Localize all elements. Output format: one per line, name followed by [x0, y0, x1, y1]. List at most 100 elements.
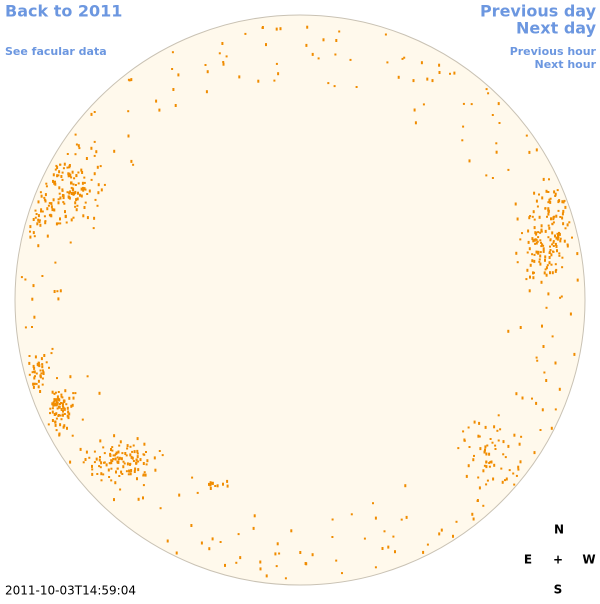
facula	[72, 392, 75, 395]
facula	[64, 389, 67, 393]
facula	[59, 196, 62, 200]
facula	[548, 256, 551, 259]
facula	[32, 364, 35, 368]
facula	[123, 462, 126, 465]
facula	[74, 153, 77, 156]
facula	[349, 58, 352, 61]
facula	[533, 226, 536, 230]
facula	[278, 552, 281, 555]
facula	[93, 450, 96, 453]
facula	[573, 352, 576, 356]
facula	[130, 455, 133, 459]
facula	[45, 361, 48, 364]
facula	[145, 463, 148, 466]
facula	[34, 209, 37, 212]
facula	[80, 168, 83, 172]
facula	[542, 247, 545, 251]
facula	[519, 238, 522, 241]
facula	[535, 148, 538, 152]
facula	[54, 261, 57, 264]
facular-link[interactable]: See facular data	[5, 45, 107, 58]
facula	[44, 199, 47, 203]
facula	[166, 539, 169, 543]
facula	[557, 236, 560, 239]
facula	[133, 470, 136, 473]
next-hour-link[interactable]: Next hour	[535, 58, 597, 71]
facula	[541, 408, 544, 412]
facula	[63, 413, 66, 415]
facula	[65, 221, 68, 224]
facula	[52, 173, 55, 177]
facula	[54, 403, 56, 407]
facula	[139, 458, 142, 462]
facula	[547, 236, 550, 239]
previous-day-link[interactable]: Previous day	[480, 2, 597, 21]
facula	[331, 536, 334, 538]
back-link[interactable]: Back to 2011	[5, 2, 122, 21]
facula	[48, 214, 51, 217]
facula	[119, 488, 122, 491]
facula	[498, 122, 501, 124]
facula	[57, 405, 60, 409]
facula	[77, 171, 80, 174]
next-day-link[interactable]: Next day	[516, 19, 597, 38]
facula	[127, 110, 130, 113]
facula	[205, 90, 208, 94]
facula	[196, 491, 199, 494]
previous-hour-link[interactable]: Previous hour	[510, 45, 597, 58]
facula	[72, 188, 75, 192]
facula	[32, 231, 35, 235]
facula	[438, 63, 441, 67]
facula	[209, 481, 212, 485]
facula	[28, 373, 31, 376]
facula	[265, 43, 267, 47]
facula	[564, 227, 567, 230]
facula	[100, 479, 103, 482]
facula	[221, 42, 224, 45]
facula	[529, 275, 531, 279]
facula	[306, 25, 309, 29]
facula	[225, 55, 228, 58]
facula	[335, 39, 338, 42]
facula	[84, 458, 87, 461]
facula	[549, 200, 552, 204]
facula	[35, 382, 38, 385]
facula	[265, 574, 268, 578]
facula	[175, 551, 178, 555]
facula	[31, 297, 34, 301]
facula	[333, 85, 336, 88]
facula	[374, 516, 377, 520]
facula	[462, 102, 465, 105]
facula	[99, 439, 102, 443]
facula	[37, 214, 40, 218]
facula	[508, 469, 511, 472]
facula	[55, 164, 58, 167]
facula	[493, 425, 496, 429]
facula	[557, 209, 560, 212]
facula	[66, 166, 69, 169]
facula	[74, 201, 77, 205]
facula	[55, 222, 58, 226]
facula	[535, 232, 538, 236]
facula	[39, 369, 42, 372]
facula	[54, 182, 57, 186]
facula	[37, 244, 40, 248]
facula	[64, 215, 67, 219]
facula	[327, 82, 330, 85]
facula	[422, 550, 425, 554]
facula	[535, 241, 538, 245]
facula	[83, 206, 86, 209]
facula	[29, 230, 31, 233]
facula	[554, 361, 557, 365]
facula	[51, 410, 54, 414]
facula	[70, 176, 73, 179]
facula	[103, 183, 106, 186]
facula	[486, 479, 489, 482]
facula	[472, 517, 475, 521]
facula	[381, 547, 384, 550]
facula	[549, 249, 552, 251]
facula	[127, 134, 130, 138]
facula	[562, 209, 565, 213]
facula	[74, 184, 77, 186]
facula	[32, 385, 35, 389]
